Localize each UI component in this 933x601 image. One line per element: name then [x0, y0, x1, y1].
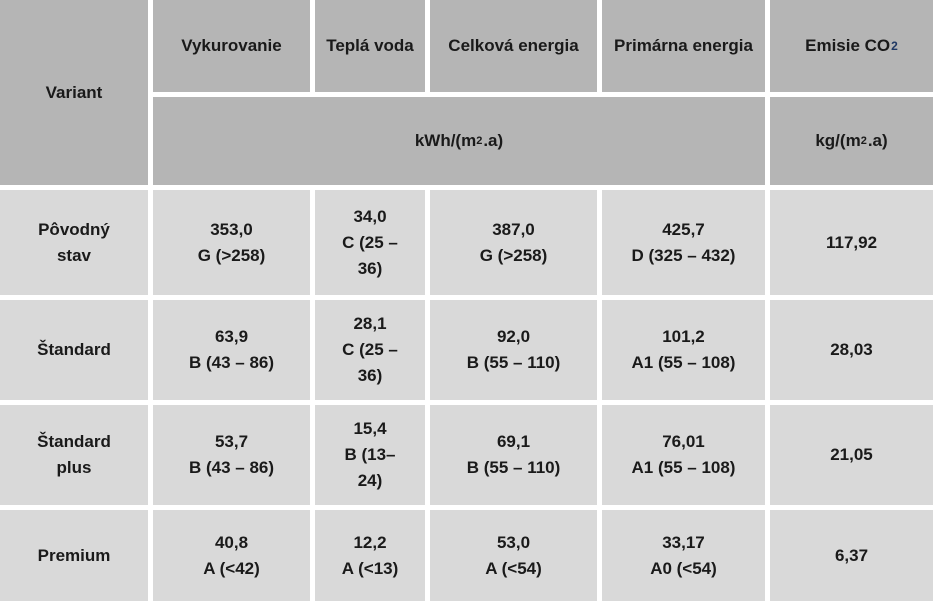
row-standard-tepla-voda: 28,1 C (25 – 36): [315, 300, 425, 400]
row-premium-celkova-energia: 53,0 A (<54): [430, 510, 597, 601]
units-kwh-prefix: kWh/(m: [414, 131, 477, 150]
row-standard-primarna-energia: 101,2 A1 (55 – 108): [602, 300, 765, 400]
row-standard-plus-celkova-energia: 69,1 B (55 – 110): [430, 405, 597, 505]
emisie-co2-label: Emisie CO: [805, 36, 891, 55]
row-standard-plus-emisie-co2: 21,05: [770, 405, 933, 505]
units-kg-suffix: .a): [867, 131, 888, 150]
row-standard-plus-primarna-energia: 76,01 A1 (55 – 108): [602, 405, 765, 505]
row-standard-plus-vykurovanie: 53,7 B (43 – 86): [153, 405, 310, 505]
row-povodny-stav-primarna-energia: 425,7 D (325 – 432): [602, 190, 765, 295]
row-povodny-stav-celkova-energia: 387,0 G (>258): [430, 190, 597, 295]
row-standard-emisie-co2: 28,03: [770, 300, 933, 400]
row-povodny-stav-tepla-voda: 34,0 C (25 – 36): [315, 190, 425, 295]
col-header-primarna-energia: Primárna energia: [602, 0, 765, 92]
row-standard-plus-variant: Štandard plus: [0, 405, 148, 505]
units-kwh: kWh/(m 2 .a): [153, 97, 765, 185]
row-premium-primarna-energia: 33,17 A0 (<54): [602, 510, 765, 601]
col-header-emisie-co2: Emisie CO 2: [770, 0, 933, 92]
row-standard-celkova-energia: 92,0 B (55 – 110): [430, 300, 597, 400]
row-premium-emisie-co2: 6,37: [770, 510, 933, 601]
units-kwh-suffix: .a): [483, 131, 504, 150]
row-premium-variant: Premium: [0, 510, 148, 601]
row-standard-plus-tepla-voda: 15,4 B (13– 24): [315, 405, 425, 505]
units-kg-prefix: kg/(m: [815, 131, 861, 150]
row-povodny-stav-variant: Pôvodný stav: [0, 190, 148, 295]
row-standard-vykurovanie: 63,9 B (43 – 86): [153, 300, 310, 400]
units-kg: kg/(m 2 .a): [770, 97, 933, 185]
row-povodny-stav-emisie-co2: 117,92: [770, 190, 933, 295]
col-header-tepla-voda: Teplá voda: [315, 0, 425, 92]
row-povodny-stav-vykurovanie: 353,0 G (>258): [153, 190, 310, 295]
col-header-vykurovanie: Vykurovanie: [153, 0, 310, 92]
header-variant: Variant: [0, 0, 148, 185]
row-premium-tepla-voda: 12,2 A (<13): [315, 510, 425, 601]
row-standard-variant: Štandard: [0, 300, 148, 400]
row-premium-vykurovanie: 40,8 A (<42): [153, 510, 310, 601]
col-header-celkova-energia: Celková energia: [430, 0, 597, 92]
